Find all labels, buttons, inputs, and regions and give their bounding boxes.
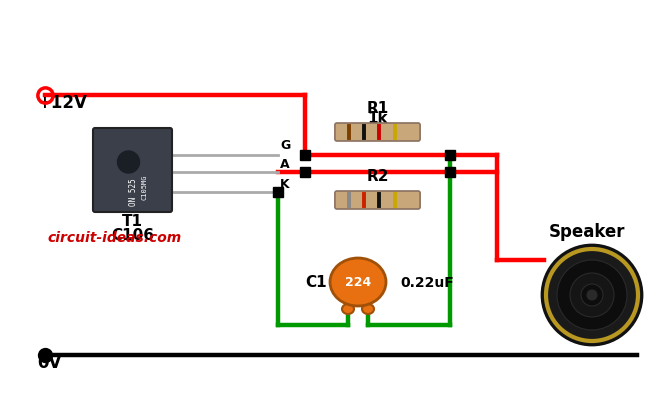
Text: R1: R1 bbox=[366, 101, 389, 116]
Text: 820Ω: 820Ω bbox=[355, 197, 400, 212]
Ellipse shape bbox=[330, 258, 386, 306]
Circle shape bbox=[557, 260, 627, 330]
Text: G: G bbox=[280, 139, 290, 152]
Text: A: A bbox=[280, 158, 289, 171]
Text: 1k: 1k bbox=[367, 111, 388, 126]
Circle shape bbox=[581, 284, 603, 306]
Circle shape bbox=[118, 151, 140, 173]
Text: K: K bbox=[280, 178, 289, 191]
Text: +12V: +12V bbox=[37, 94, 87, 112]
Text: 0.22uF: 0.22uF bbox=[400, 276, 453, 290]
Text: 0V: 0V bbox=[37, 354, 61, 372]
Circle shape bbox=[570, 273, 614, 317]
Text: R2: R2 bbox=[366, 169, 389, 184]
Text: Speaker: Speaker bbox=[548, 223, 625, 241]
Circle shape bbox=[587, 290, 597, 300]
FancyBboxPatch shape bbox=[93, 128, 172, 212]
Text: T1: T1 bbox=[122, 214, 143, 229]
Ellipse shape bbox=[362, 304, 374, 314]
Text: C1: C1 bbox=[305, 275, 327, 290]
FancyBboxPatch shape bbox=[335, 191, 420, 209]
Text: ON 525: ON 525 bbox=[129, 179, 138, 206]
FancyBboxPatch shape bbox=[335, 123, 420, 141]
Ellipse shape bbox=[342, 304, 354, 314]
Text: 224: 224 bbox=[345, 275, 371, 288]
Text: circuit-ideas.com: circuit-ideas.com bbox=[48, 231, 182, 245]
Text: C105MG: C105MG bbox=[141, 175, 147, 200]
Circle shape bbox=[542, 245, 642, 345]
Text: C106: C106 bbox=[111, 228, 154, 243]
